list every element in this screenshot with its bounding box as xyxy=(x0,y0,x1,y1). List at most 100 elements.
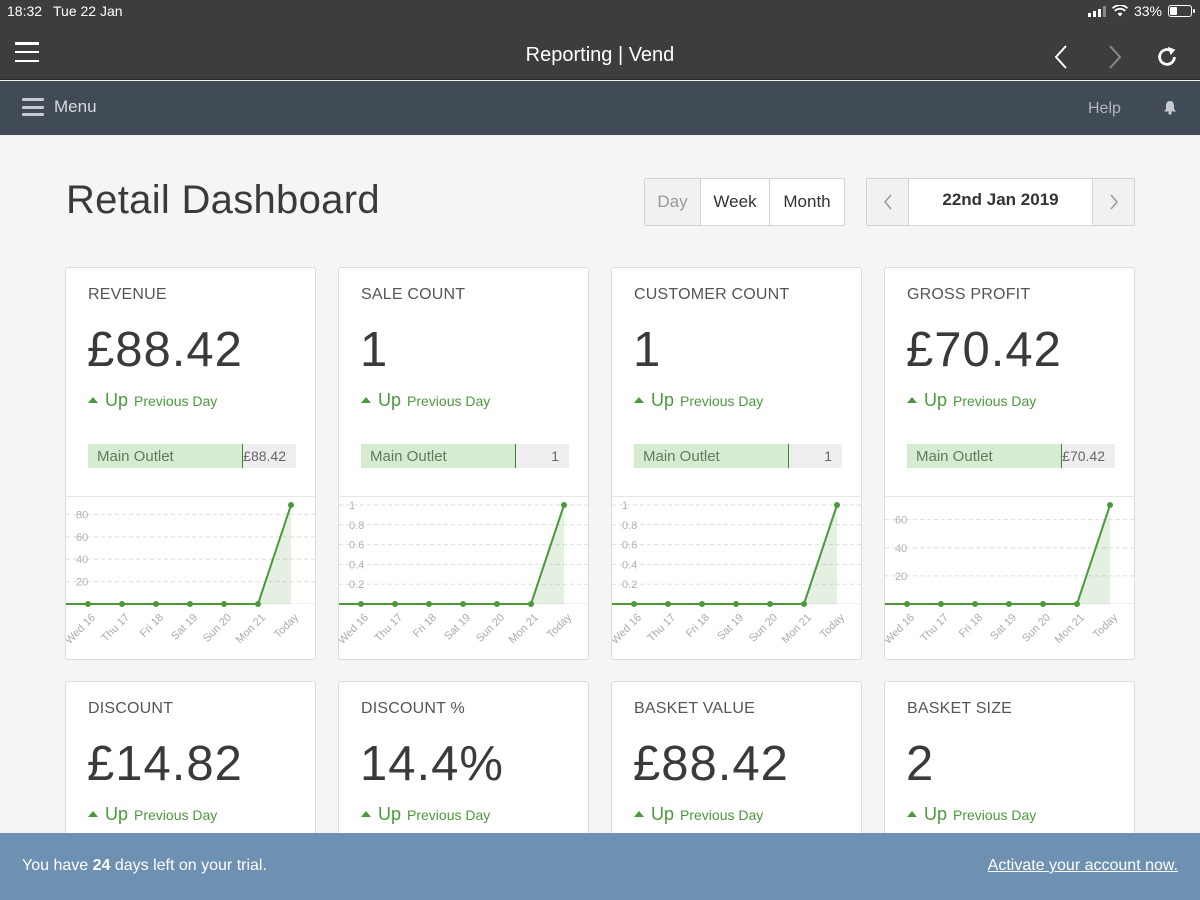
trial-banner: You have 24 days left on your trial. Act… xyxy=(0,833,1200,900)
data-point xyxy=(221,601,227,607)
trend-comparison: Previous Day xyxy=(134,393,218,409)
card-title: DISCOUNT xyxy=(88,700,174,717)
x-tick-label: Fri 18 xyxy=(957,612,985,640)
tab-month[interactable]: Month xyxy=(769,179,844,225)
chart-svg: 60 40 20 Wed 16 Thu 17 Fri 18 Sat 19 Sun 20 Mon … xyxy=(885,502,1134,647)
chart-svg: 1 0.8 0.6 0.4 0.2 Wed 16 Thu 17 Fri 18 Sat 19 Sun… xyxy=(612,500,861,647)
up-arrow-icon xyxy=(907,397,917,403)
trend-indicator: Up Previous Day xyxy=(88,804,217,825)
previous-date-button[interactable] xyxy=(867,179,909,225)
trend-indicator: Up Previous Day xyxy=(907,804,1036,825)
series-line xyxy=(88,504,292,605)
data-point xyxy=(119,601,125,607)
data-point xyxy=(801,601,807,607)
trend-comparison: Previous Day xyxy=(680,807,764,823)
card-title: BASKET VALUE xyxy=(634,700,755,717)
data-point xyxy=(153,601,159,607)
trend-indicator: Up Previous Day xyxy=(634,390,763,411)
y-tick-label: 1 xyxy=(622,500,628,512)
menu-button[interactable]: Menu xyxy=(22,97,97,117)
tab-day[interactable]: Day xyxy=(645,179,700,225)
x-tick-label: Fri 18 xyxy=(411,612,439,640)
browser-title: Reporting | Vend xyxy=(525,44,675,66)
data-point xyxy=(699,601,705,607)
x-tick-label: Wed 16 xyxy=(66,612,98,647)
y-tick-label: 20 xyxy=(76,577,88,589)
x-tick-label: Sat 19 xyxy=(715,612,746,643)
chevron-right-icon xyxy=(1109,194,1118,210)
x-tick-label: Wed 16 xyxy=(612,612,644,647)
x-tick-label: Thu 17 xyxy=(918,612,951,645)
status-time: 18:32 xyxy=(7,3,43,19)
card-customer-count[interactable]: CUSTOMER COUNT 1 Up Previous Day Main Out… xyxy=(611,267,862,660)
reload-icon[interactable] xyxy=(1155,44,1179,70)
card-value: £88.42 xyxy=(87,323,243,377)
x-tick-label: Sat 19 xyxy=(988,612,1019,643)
tab-week[interactable]: Week xyxy=(700,179,769,225)
help-link[interactable]: Help xyxy=(1088,100,1121,117)
trend-comparison: Previous Day xyxy=(407,393,491,409)
card-title: REVENUE xyxy=(88,286,167,303)
trend-indicator: Up Previous Day xyxy=(634,804,763,825)
chart-svg: 1 0.8 0.6 0.4 0.2 Wed 16 Thu 17 Fri 18 Sat 19 Sun… xyxy=(339,500,588,647)
data-point xyxy=(631,601,637,607)
trend-indicator: Up Previous Day xyxy=(907,390,1036,411)
trend-comparison: Previous Day xyxy=(407,807,491,823)
status-date: Tue 22 Jan xyxy=(53,3,123,19)
up-arrow-icon xyxy=(634,397,644,403)
x-tick-label: Thu 17 xyxy=(645,612,678,645)
bell-icon[interactable] xyxy=(1163,100,1177,115)
trend-label: Up xyxy=(378,804,402,824)
up-arrow-icon xyxy=(88,397,98,403)
card-sale-count[interactable]: SALE COUNT 1 Up Previous Day Main Outlet 1… xyxy=(338,267,589,660)
data-point xyxy=(392,601,398,607)
outlet-name: Main Outlet xyxy=(643,448,720,465)
browser-toolbar: Reporting | Vend xyxy=(0,22,1200,80)
outlet-bar: Main Outlet 1 xyxy=(634,444,842,468)
up-arrow-icon xyxy=(361,397,371,403)
x-tick-label: Sun 20 xyxy=(474,612,507,645)
y-tick-label: 0.6 xyxy=(349,540,364,552)
card-value: £88.42 xyxy=(633,737,789,791)
selected-date[interactable]: 22nd Jan 2019 xyxy=(942,190,1059,209)
outlet-bar-fill xyxy=(907,444,1062,468)
card-gross-profit[interactable]: GROSS PROFIT £70.42 Up Previous Day Main … xyxy=(884,267,1135,660)
data-point xyxy=(85,601,91,607)
card-title: CUSTOMER COUNT xyxy=(634,286,790,303)
outlet-bar: Main Outlet 1 xyxy=(361,444,569,468)
y-tick-label: 0.8 xyxy=(349,520,364,532)
browser-menu-icon[interactable] xyxy=(15,42,39,62)
card-revenue[interactable]: REVENUE £88.42 Up Previous Day Main Outle… xyxy=(65,267,316,660)
battery-icon xyxy=(1168,5,1195,17)
data-point xyxy=(938,601,944,607)
data-point xyxy=(255,601,261,607)
battery-percent: 33% xyxy=(1133,3,1162,19)
forward-icon[interactable] xyxy=(1102,44,1126,70)
card-value: 2 xyxy=(906,737,935,791)
trend-label: Up xyxy=(651,804,675,824)
data-point xyxy=(288,502,294,508)
data-point xyxy=(1074,601,1080,607)
trend-label: Up xyxy=(924,390,948,410)
x-tick-label: Fri 18 xyxy=(684,612,712,640)
trend-comparison: Previous Day xyxy=(134,807,218,823)
trial-suffix: days left on your trial. xyxy=(114,857,267,874)
series-area xyxy=(907,505,1110,604)
trial-prefix: You have xyxy=(22,857,89,874)
data-point xyxy=(1107,502,1113,508)
x-tick-label: Mon 21 xyxy=(1053,612,1087,646)
y-tick-label: 0.4 xyxy=(349,559,364,571)
activate-account-link[interactable]: Activate your account now. xyxy=(987,857,1178,874)
x-tick-label: Today xyxy=(545,611,575,641)
up-arrow-icon xyxy=(907,811,917,817)
outlet-value: 1 xyxy=(824,448,832,464)
next-date-button[interactable] xyxy=(1092,179,1134,225)
outlet-bar-fill xyxy=(361,444,516,468)
y-tick-label: 0.2 xyxy=(349,579,364,591)
y-tick-label: 40 xyxy=(895,543,907,555)
outlet-name: Main Outlet xyxy=(916,448,993,465)
status-bar: 18:32 Tue 22 Jan 33% xyxy=(0,0,1200,22)
back-icon[interactable] xyxy=(1050,44,1074,70)
data-point xyxy=(426,601,432,607)
x-tick-label: Today xyxy=(1091,611,1121,641)
